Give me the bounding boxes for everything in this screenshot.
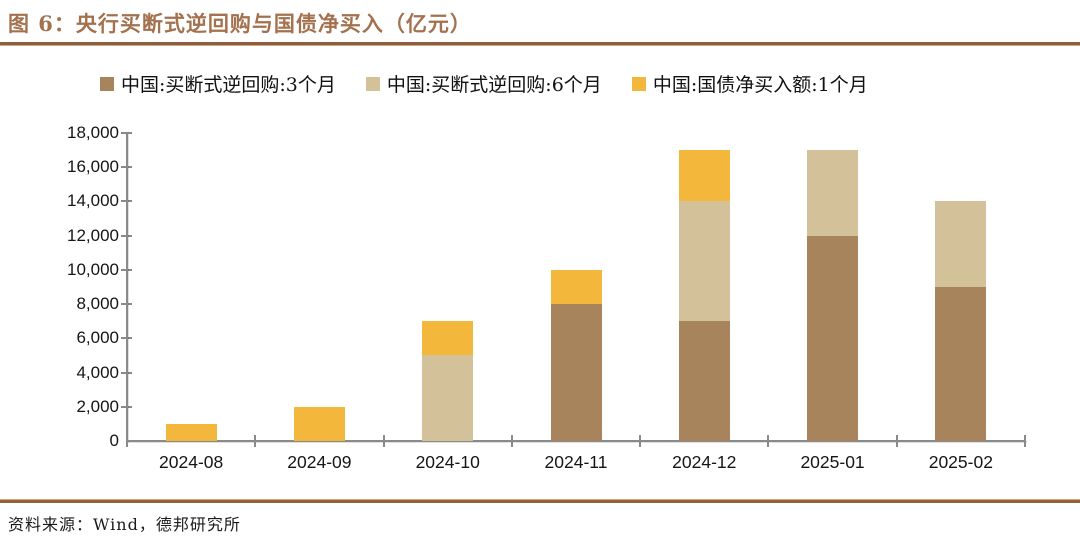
chart-legend: 中国:买断式逆回购:3个月 中国:买断式逆回购:6个月 中国:国债净买入额:1个月 bbox=[100, 70, 1040, 97]
y-axis-label: 10,000 bbox=[67, 259, 119, 279]
x-axis-tick bbox=[895, 435, 898, 447]
legend-swatch bbox=[631, 76, 646, 91]
bar-segment bbox=[165, 423, 217, 441]
y-axis-label: 14,000 bbox=[67, 191, 119, 211]
x-axis-label: 2024-12 bbox=[672, 452, 737, 472]
y-axis-line bbox=[126, 133, 128, 442]
x-axis-tick bbox=[382, 435, 385, 447]
x-axis-label: 2024-08 bbox=[159, 452, 224, 472]
y-axis-label: 16,000 bbox=[67, 157, 119, 177]
x-axis-label: 2024-10 bbox=[415, 452, 480, 472]
bar-segment bbox=[550, 269, 602, 305]
bar-segment bbox=[678, 150, 730, 202]
bar-segment bbox=[807, 150, 859, 236]
y-axis-label: 12,000 bbox=[67, 225, 119, 245]
legend-label: 中国:买断式逆回购:3个月 bbox=[121, 74, 336, 96]
title-divider bbox=[0, 42, 1080, 46]
bar-segment bbox=[678, 201, 730, 322]
x-axis-tick bbox=[639, 435, 642, 447]
y-axis-label: 6,000 bbox=[76, 328, 119, 348]
x-axis-tick bbox=[767, 435, 770, 447]
x-axis-line bbox=[126, 440, 1026, 442]
legend-swatch bbox=[100, 76, 114, 91]
legend-item: 中国:买断式逆回购:6个月 bbox=[365, 70, 602, 97]
bar-segment bbox=[807, 235, 859, 441]
figure-title: 图 6：央行买断式逆回购与国债净买入（亿元） bbox=[8, 11, 472, 36]
bar-segment bbox=[293, 406, 345, 441]
bar-segment bbox=[422, 321, 474, 356]
footer-divider bbox=[0, 499, 1080, 503]
x-axis-tick bbox=[254, 435, 257, 447]
y-axis-label: 2,000 bbox=[76, 396, 119, 416]
y-axis-label: 0 bbox=[109, 431, 119, 450]
legend-swatch bbox=[365, 76, 380, 91]
x-axis-label: 2025-02 bbox=[928, 452, 993, 472]
x-axis-tick bbox=[126, 435, 128, 447]
y-axis-label: 18,000 bbox=[67, 123, 119, 142]
bar-segment bbox=[422, 355, 474, 441]
legend-item: 中国:买断式逆回购:3个月 bbox=[100, 70, 336, 97]
bar-segment bbox=[935, 201, 987, 287]
source-note: 资料来源：Wind，德邦研究所 bbox=[8, 515, 241, 534]
x-axis-label: 2025-01 bbox=[800, 452, 865, 472]
bar-segment bbox=[935, 287, 987, 441]
x-axis-tick bbox=[510, 435, 513, 447]
bar-segment bbox=[550, 304, 602, 441]
bar-segment bbox=[678, 321, 730, 441]
x-axis-tick bbox=[1024, 435, 1026, 447]
y-axis-label: 4,000 bbox=[76, 362, 119, 382]
y-axis-label: 8,000 bbox=[76, 294, 119, 314]
legend-label: 中国:买断式逆回购:6个月 bbox=[386, 74, 602, 96]
legend-label: 中国:国债净买入额:1个月 bbox=[652, 74, 868, 96]
legend-item: 中国:国债净买入额:1个月 bbox=[631, 70, 868, 97]
x-axis-label: 2024-11 bbox=[544, 452, 608, 472]
x-axis-label: 2024-09 bbox=[287, 452, 352, 472]
